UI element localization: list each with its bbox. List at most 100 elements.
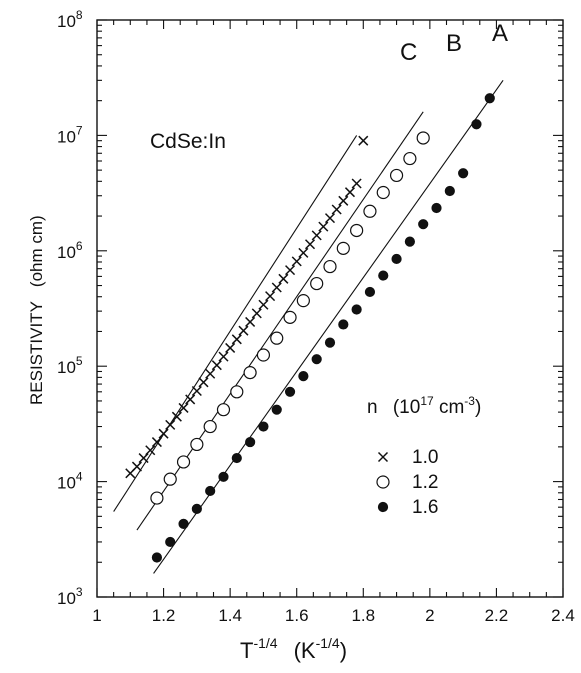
- x-tick-label: 1.2: [152, 606, 176, 625]
- data-point-a: [351, 304, 362, 315]
- axis-ticks: [96, 19, 564, 598]
- data-point-c: [145, 445, 156, 456]
- legend-marker-open-circle: [376, 475, 390, 489]
- data-point-c: [304, 239, 316, 250]
- data-point-a: [484, 93, 495, 104]
- data-point-c: [211, 360, 222, 371]
- data-point-a: [178, 518, 189, 529]
- data-point-c: [271, 282, 282, 293]
- data-point-c: [351, 178, 362, 189]
- data-point-b: [403, 151, 417, 166]
- data-point-a: [258, 421, 269, 432]
- data-point-c: [285, 265, 296, 276]
- legend-title: n (1017 cm-3): [367, 394, 481, 418]
- x-axis-label: T-1/4 (K-1/4): [240, 635, 347, 663]
- data-point-a: [298, 371, 309, 382]
- data-point-c: [298, 247, 309, 258]
- data-point-c: [331, 204, 342, 215]
- data-point-a: [324, 337, 336, 348]
- data-point-c: [258, 299, 269, 310]
- data-point-b: [296, 294, 310, 308]
- data-point-a: [431, 202, 442, 214]
- data-point-c: [265, 291, 276, 302]
- legend-label: 1.2: [412, 472, 438, 493]
- data-point-c: [225, 342, 236, 353]
- legend-label: 1.6: [412, 497, 438, 518]
- data-point-c: [131, 461, 142, 472]
- data-point-c: [218, 351, 229, 362]
- data-point-b: [216, 403, 231, 417]
- data-point-c: [231, 334, 242, 345]
- chart-title: CdSe:In: [150, 130, 226, 153]
- data-point-c: [191, 385, 202, 397]
- y-tick-labels: 103 104 105 106 107 108: [57, 8, 83, 608]
- data-point-b: [230, 385, 244, 399]
- data-point-c: [238, 325, 249, 336]
- data-point-a: [444, 185, 455, 197]
- data-point-a: [231, 452, 242, 464]
- data-point-c: [291, 256, 302, 267]
- x-tick-label: 2: [425, 606, 434, 625]
- curve-label-c: C: [400, 39, 417, 66]
- data-point-b: [243, 366, 257, 380]
- x-tick-label: 1.8: [351, 606, 375, 625]
- y-tick-label: 108: [57, 8, 83, 31]
- data-point-c: [138, 453, 149, 464]
- legend-marker-filled-circle: [377, 501, 389, 513]
- data-point-a: [218, 471, 229, 482]
- data-point-b: [203, 419, 217, 434]
- data-point-a: [418, 219, 429, 230]
- data-point-b: [176, 455, 191, 469]
- data-point-b: [256, 348, 271, 362]
- data-points: [125, 93, 495, 563]
- y-axis-label: RESISTIVITY(ohm cm): [27, 215, 46, 405]
- data-point-c: [324, 213, 336, 224]
- data-point-a: [311, 354, 322, 365]
- data-point-c: [205, 368, 216, 379]
- data-point-a: [205, 485, 216, 497]
- legend: n (1017 cm-3) 1.0 1.2 1.6: [367, 394, 481, 518]
- plot-frame: [96, 19, 564, 598]
- data-point-a: [378, 270, 389, 281]
- data-point-a: [284, 386, 296, 397]
- fit-lines: [113, 80, 504, 574]
- data-point-c: [158, 428, 169, 439]
- data-point-a: [271, 404, 282, 415]
- x-tick-label: 1.6: [285, 606, 309, 625]
- y-tick-label: 103: [57, 585, 83, 608]
- data-point-c: [198, 377, 209, 388]
- data-point-b: [363, 204, 377, 218]
- data-point-a: [191, 503, 202, 515]
- data-point-c: [318, 221, 329, 232]
- x-tick-label: 1.4: [218, 606, 242, 625]
- curve-label-a: A: [492, 20, 508, 47]
- data-point-b: [376, 185, 390, 200]
- y-tick-label: 105: [57, 354, 83, 377]
- data-point-b: [416, 131, 430, 145]
- y-tick-label: 104: [57, 470, 83, 493]
- data-point-a: [471, 119, 482, 130]
- y-tick-label: 106: [57, 239, 83, 262]
- data-point-b: [310, 276, 324, 291]
- legend-label: 1.0: [412, 447, 438, 468]
- data-point-c: [278, 273, 289, 284]
- data-point-b: [270, 331, 284, 345]
- data-point-a: [151, 552, 163, 563]
- y-tick-label: 107: [57, 123, 83, 146]
- data-point-a: [458, 168, 469, 179]
- x-tick-label: 2.2: [485, 606, 509, 625]
- data-point-c: [311, 230, 322, 241]
- data-point-a: [165, 536, 176, 548]
- data-point-c: [185, 394, 196, 405]
- data-point-b: [389, 168, 404, 183]
- x-tick-label: 2.4: [551, 606, 575, 625]
- data-point-b: [323, 259, 337, 274]
- fit-line-a: [153, 80, 504, 574]
- legend-marker-cross: [377, 451, 389, 463]
- data-point-c: [151, 437, 162, 448]
- data-point-c: [171, 411, 182, 422]
- data-point-a: [391, 253, 402, 265]
- data-point-a: [338, 319, 349, 330]
- data-point-c: [344, 187, 356, 198]
- data-point-c: [245, 316, 256, 327]
